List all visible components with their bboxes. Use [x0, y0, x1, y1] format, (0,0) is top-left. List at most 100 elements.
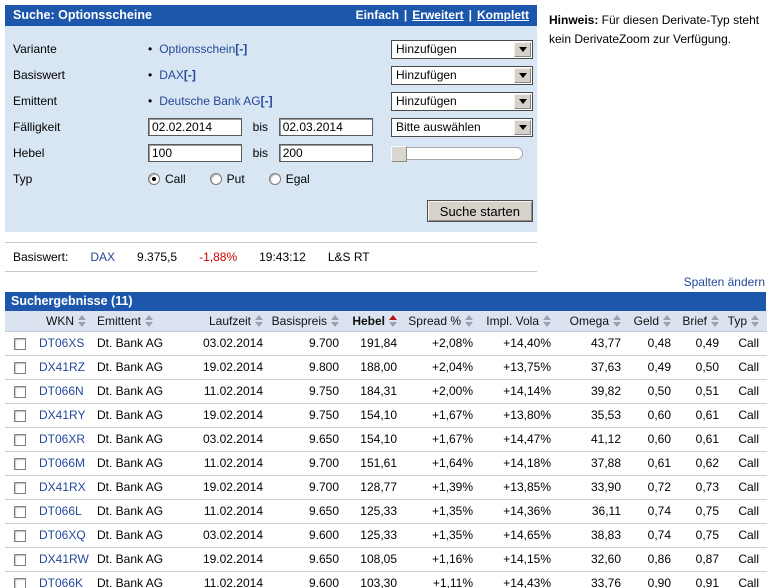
wkn-link[interactable]: DT066K	[39, 576, 84, 588]
cell-laufzeit: 19.02.2014	[187, 355, 271, 380]
variante-remove-link[interactable]: [-]	[235, 42, 248, 56]
cell-impl-vola: +14,36%	[483, 499, 561, 524]
ticker-label: Basiswert:	[13, 250, 69, 264]
cell-spread-pct: +2,00%	[403, 379, 483, 404]
mode-link-komplett[interactable]: Komplett	[477, 8, 529, 22]
chevron-down-icon[interactable]	[514, 93, 531, 109]
hebel-to-input[interactable]	[278, 144, 373, 162]
faelligkeit-select[interactable]: Bitte auswählen	[391, 117, 533, 137]
ticker-symbol-link[interactable]: DAX	[90, 250, 116, 264]
wkn-link[interactable]: DT06XQ	[39, 528, 86, 542]
col-header-geld[interactable]: Geld	[631, 311, 679, 332]
cell-impl-vola: +14,18%	[483, 451, 561, 476]
col-header-basispreis[interactable]: Basispreis	[271, 311, 347, 332]
variante-select[interactable]: Hinzufügen	[391, 39, 533, 59]
row-checkbox[interactable]	[14, 433, 26, 446]
radio-egal-circle[interactable]	[268, 173, 281, 185]
wkn-link[interactable]: DT066N	[39, 384, 84, 398]
row-checkbox[interactable]	[14, 529, 26, 542]
basiswert-select[interactable]: Hinzufügen	[391, 65, 533, 85]
row-checkbox[interactable]	[14, 337, 26, 350]
cell-basispreis: 9.700	[271, 331, 347, 356]
emittent-remove-link[interactable]: [-]	[260, 94, 273, 108]
col-header-brief[interactable]: Brief	[679, 311, 725, 332]
col-header-label: Hebel	[352, 313, 385, 328]
col-header-spread-pct[interactable]: Spread %	[403, 311, 483, 332]
cell-hebel: 151,61	[347, 451, 403, 476]
radio-put-circle[interactable]	[209, 173, 222, 185]
col-header-typ[interactable]: Typ	[725, 311, 767, 332]
wkn-link[interactable]: DT066L	[39, 504, 82, 518]
wkn-link[interactable]: DX41RZ	[39, 360, 86, 374]
col-header-laufzeit[interactable]: Laufzeit	[187, 311, 271, 332]
hebel-bis-label: bis	[252, 146, 269, 160]
col-header-label: Omega	[569, 313, 609, 328]
row-checkbox[interactable]	[14, 577, 26, 588]
wkn-link[interactable]: DX41RX	[39, 480, 86, 494]
chevron-down-icon[interactable]	[514, 119, 531, 135]
cell-laufzeit: 11.02.2014	[187, 499, 271, 524]
col-header-impl-vola[interactable]: Impl. Vola	[483, 311, 561, 332]
cell-checkbox	[5, 355, 35, 380]
radio-call-circle[interactable]	[148, 173, 160, 185]
search-start-button[interactable]: Suche starten	[426, 200, 533, 222]
cell-brief: 0,91	[679, 571, 725, 588]
col-header-omega[interactable]: Omega	[561, 311, 631, 332]
row-checkbox[interactable]	[14, 457, 26, 470]
cell-hebel: 154,10	[347, 403, 403, 428]
wkn-link[interactable]: DT06XR	[39, 432, 86, 446]
hebel-from-input[interactable]	[148, 144, 242, 162]
wkn-link[interactable]: DT066M	[39, 456, 86, 470]
cell-brief: 0,61	[679, 427, 725, 452]
hebel-inputs: bis	[148, 144, 391, 162]
basiswert-value: DAX[-]	[148, 68, 391, 82]
hebel-slider-thumb[interactable]	[391, 145, 407, 162]
chevron-down-icon[interactable]	[514, 67, 531, 83]
faelligkeit-inputs: bis	[148, 118, 391, 136]
mode-link-einfach[interactable]: Einfach	[355, 8, 399, 22]
col-header-wkn[interactable]: WKN	[35, 311, 97, 332]
row-checkbox[interactable]	[14, 553, 26, 566]
row-checkbox[interactable]	[14, 481, 26, 494]
cell-basispreis: 9.700	[271, 475, 347, 500]
faelligkeit-from-input[interactable]	[148, 118, 242, 136]
row-checkbox[interactable]	[14, 505, 26, 518]
cell-hebel: 154,10	[347, 427, 403, 452]
table-row: DX41RX Dt. Bank AG 19.02.2014 9.700 128,77 +1…	[5, 475, 767, 500]
row-checkbox[interactable]	[14, 385, 26, 398]
wkn-link[interactable]: DT06XS	[39, 336, 85, 350]
wkn-link[interactable]: DX41RW	[39, 552, 89, 566]
faelligkeit-to-input[interactable]	[278, 118, 373, 136]
cell-spread-pct: +1,67%	[403, 403, 483, 428]
cell-checkbox	[5, 547, 35, 572]
radio-put[interactable]: Put	[209, 172, 245, 186]
sort-icon	[711, 314, 719, 327]
spalten-aendern-link[interactable]: Spalten ändern	[683, 275, 765, 289]
cell-spread-pct: +1,64%	[403, 451, 483, 476]
basiswert-remove-link[interactable]: [-]	[183, 68, 196, 82]
hebel-slider[interactable]	[391, 145, 523, 162]
wkn-link[interactable]: DX41RY	[39, 408, 86, 422]
emittent-select[interactable]: Hinzufügen	[391, 91, 533, 111]
cell-wkn: DT06XQ	[35, 523, 97, 548]
mode-link-erweitert[interactable]: Erweitert	[412, 8, 464, 22]
chevron-down-icon[interactable]	[514, 41, 531, 57]
results-body: DT06XS Dt. Bank AG 03.02.2014 9.700 191,84 +2…	[5, 331, 767, 588]
form-row-typ: Typ Call Put Egal	[13, 166, 533, 192]
radio-call[interactable]: Call	[148, 172, 186, 186]
col-header-hebel[interactable]: Hebel	[347, 311, 403, 332]
cell-impl-vola: +13,85%	[483, 475, 561, 500]
cell-impl-vola: +13,75%	[483, 355, 561, 380]
table-row: DX41RW Dt. Bank AG 19.02.2014 9.650 108,05 +1…	[5, 547, 767, 572]
cell-typ: Call	[725, 499, 767, 524]
cell-brief: 0,61	[679, 403, 725, 428]
col-header-emittent[interactable]: Emittent	[97, 311, 187, 332]
cell-typ: Call	[725, 475, 767, 500]
col-header-label: Impl. Vola	[486, 313, 539, 328]
cell-geld: 0,49	[631, 355, 679, 380]
col-header-label: Emittent	[97, 313, 142, 328]
row-checkbox[interactable]	[14, 361, 26, 374]
row-checkbox[interactable]	[14, 409, 26, 422]
cell-basispreis: 9.800	[271, 355, 347, 380]
radio-egal[interactable]: Egal	[268, 172, 310, 186]
